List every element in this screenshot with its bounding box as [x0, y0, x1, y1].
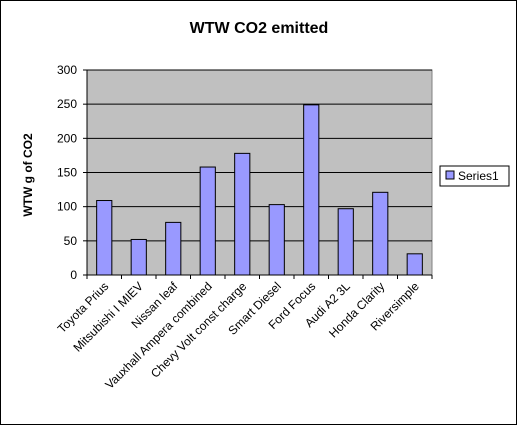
bar-nissan-leaf: [165, 221, 182, 276]
chart-title: WTW CO2 emitted: [190, 20, 329, 37]
y-tick-label: 250: [57, 97, 77, 111]
legend-label-series1: Series1: [458, 169, 499, 183]
bar-chevy-volt-const-charge: [234, 152, 251, 276]
y-tick-label: 100: [57, 200, 77, 214]
bar-vauxhall-ampera-combined: [199, 166, 216, 276]
y-axis-label: WTW g of CO2: [21, 133, 35, 217]
y-tick-label: 0: [70, 268, 77, 282]
bar-riversimple: [406, 253, 423, 276]
bar-audi-a2-3l: [337, 208, 354, 276]
y-tick-label: 200: [57, 131, 77, 145]
legend: Series1: [439, 165, 510, 187]
bar-smart-diesel: [268, 204, 285, 276]
bar-ford-focus: [303, 104, 320, 276]
bar-honda-clarity: [372, 191, 389, 276]
legend-box: [439, 165, 510, 187]
y-tick-label: 150: [57, 166, 77, 180]
y-axis-ticks: 0 50 100 150 200 250 300: [57, 63, 87, 282]
y-tick-label: 300: [57, 63, 77, 77]
y-tick-label: 50: [64, 234, 78, 248]
bar-mitsubishi-i-miev: [130, 238, 147, 276]
legend-swatch: [445, 170, 455, 180]
bars: [96, 104, 423, 276]
bar-toyota-prius: [96, 200, 113, 276]
